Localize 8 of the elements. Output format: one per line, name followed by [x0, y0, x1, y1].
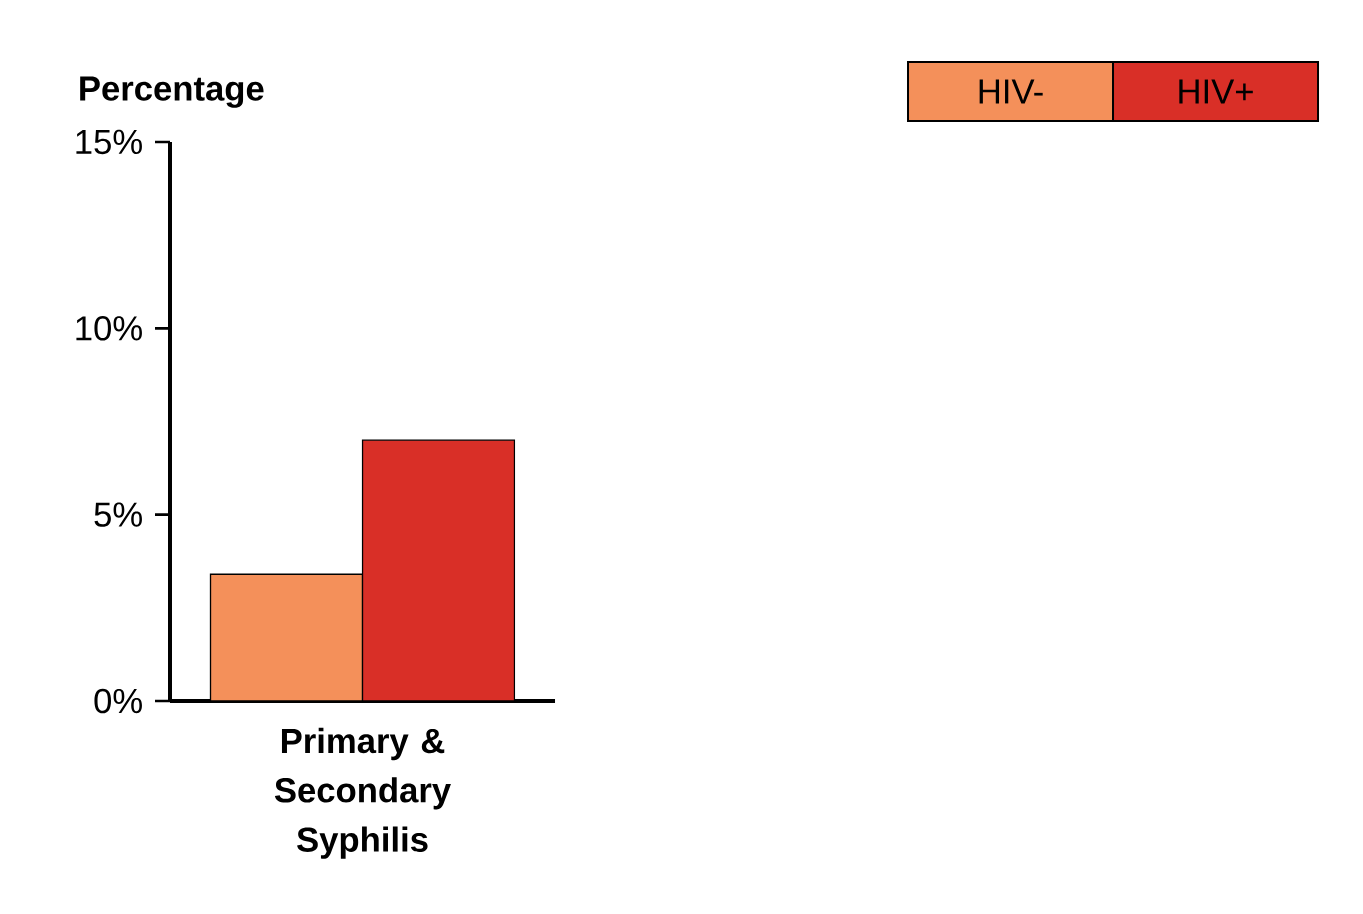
text: HIV-	[979, 79, 1043, 104]
x-tick-label: Primary & Secondary Syphilis	[274, 727, 451, 859]
y-tick-label: 0%	[94, 688, 142, 714]
y-axis-title: Percentage	[80, 76, 264, 108]
y-tick-label: 10%	[76, 316, 142, 341]
y-tick-label: 5%	[94, 502, 142, 527]
text: HIV+	[1179, 79, 1253, 104]
y-tick-label: 15%	[76, 129, 142, 155]
